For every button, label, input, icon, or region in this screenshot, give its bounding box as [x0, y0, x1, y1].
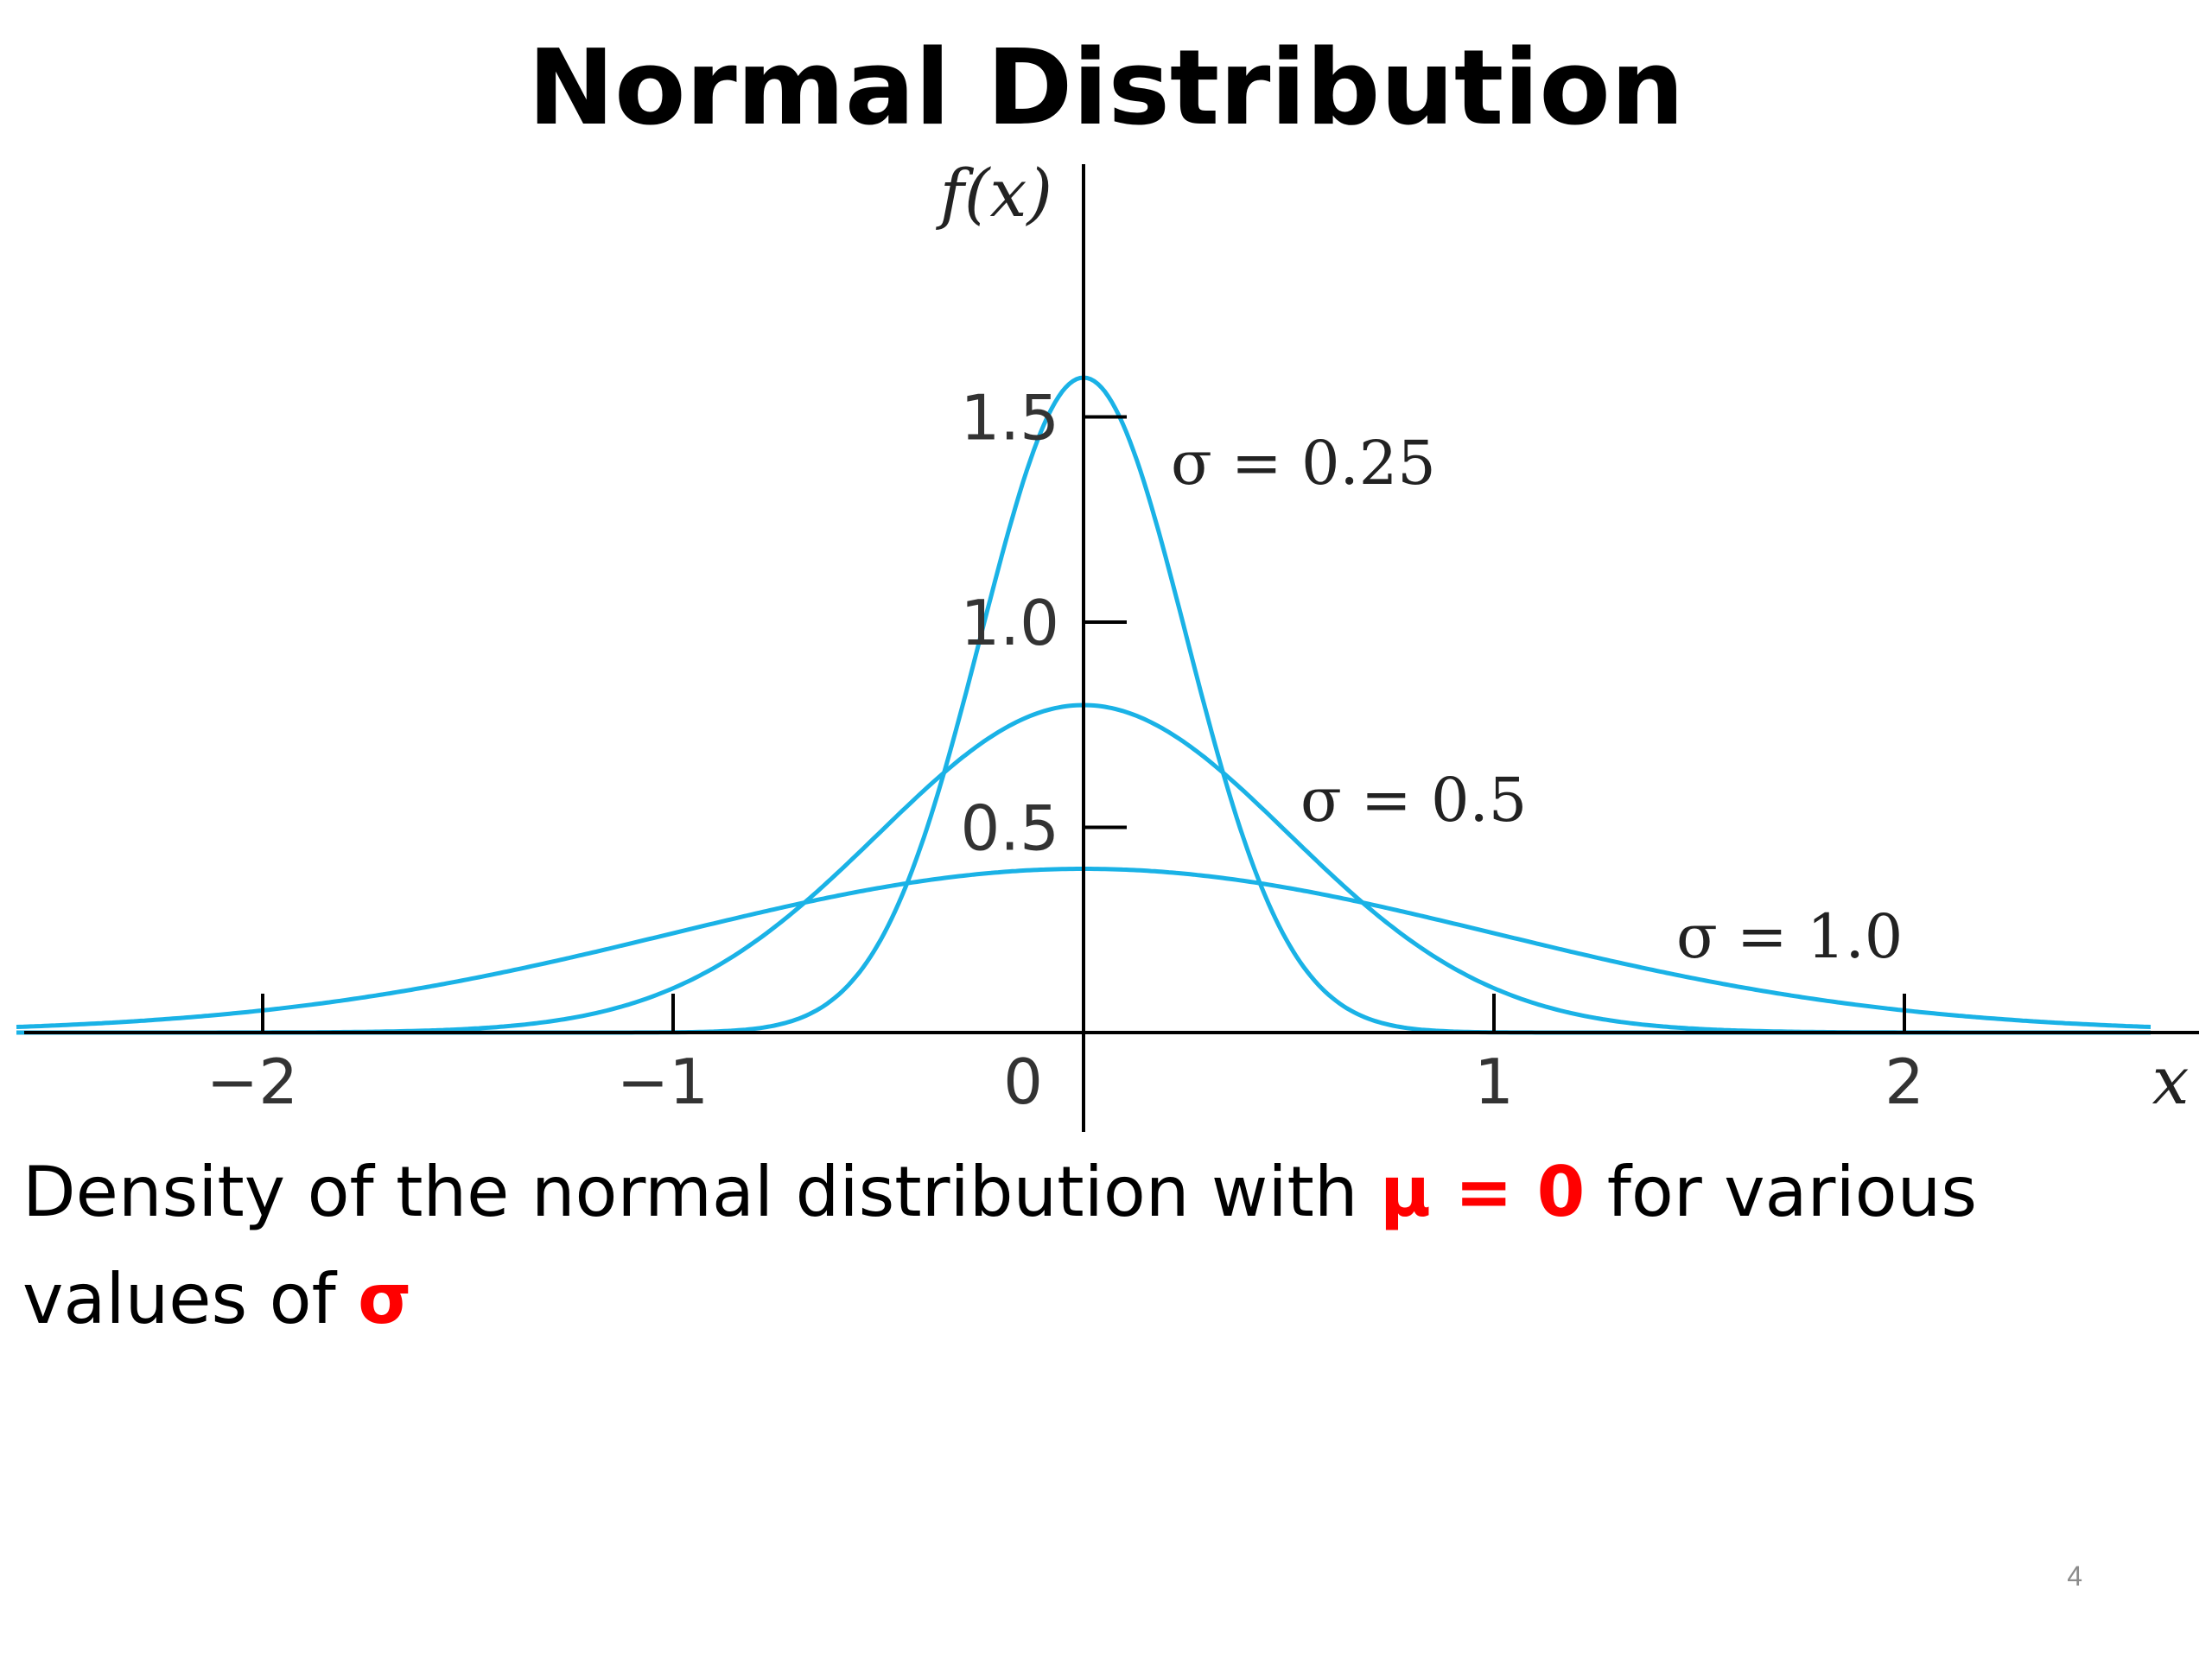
x-tick-label: 1 — [1474, 1046, 1514, 1118]
y-axis-label: f(x) — [936, 155, 1052, 232]
series-label-sigma-0-25: σ = 0.25 — [1171, 428, 1436, 499]
y-tick-label: 1.5 — [960, 382, 1059, 454]
x-tick-label: 0 — [1003, 1046, 1043, 1118]
slide-caption: Density of the normal distribution with … — [22, 1139, 2165, 1353]
page-number: 4 — [2067, 1560, 2082, 1592]
series-label-sigma-1: σ = 1.0 — [1676, 901, 1903, 972]
sigma-highlight: σ — [358, 1259, 412, 1339]
x-tick-label: −1 — [617, 1046, 709, 1118]
y-tick-label: 0.5 — [960, 792, 1059, 865]
x-tick-label: 2 — [1885, 1046, 1924, 1118]
x-tick-label: −2 — [207, 1046, 298, 1118]
slide-title: Normal Distribution — [527, 29, 1685, 149]
ticks-layer — [261, 415, 1906, 1033]
caption-text-2: for various values of — [22, 1152, 1977, 1339]
normal-density-chart: −2 −1 0 1 2 0.5 1.0 1.5 σ = 0.25 σ = 0.5 σ = 1.0 f… — [16, 155, 2199, 1132]
caption-text-1: Density of the normal distribution with — [22, 1152, 1381, 1232]
series-label-sigma-0-5: σ = 0.5 — [1300, 765, 1527, 836]
labels-layer: −2 −1 0 1 2 0.5 1.0 1.5 σ = 0.25 σ = 0.5 σ = 1.0 — [207, 382, 1924, 1119]
x-axis-label: x — [2152, 1042, 2190, 1119]
y-tick-label: 1.0 — [960, 587, 1059, 659]
mu-highlight: μ = 0 — [1380, 1152, 1586, 1232]
